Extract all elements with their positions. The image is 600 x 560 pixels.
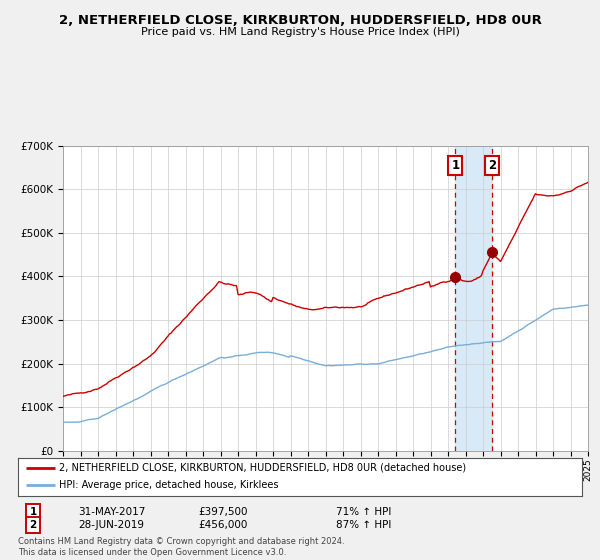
Text: Price paid vs. HM Land Registry's House Price Index (HPI): Price paid vs. HM Land Registry's House …: [140, 27, 460, 37]
Text: HPI: Average price, detached house, Kirklees: HPI: Average price, detached house, Kirk…: [59, 480, 278, 491]
Text: 2, NETHERFIELD CLOSE, KIRKBURTON, HUDDERSFIELD, HD8 0UR (detached house): 2, NETHERFIELD CLOSE, KIRKBURTON, HUDDER…: [59, 463, 466, 473]
Text: 1: 1: [29, 507, 37, 517]
Text: This data is licensed under the Open Government Licence v3.0.: This data is licensed under the Open Gov…: [18, 548, 286, 557]
Text: 1: 1: [451, 158, 460, 172]
Text: 2: 2: [29, 520, 37, 530]
Text: 2: 2: [488, 158, 496, 172]
Bar: [455, 146, 492, 451]
Text: 71% ↑ HPI: 71% ↑ HPI: [336, 507, 391, 517]
Text: 28-JUN-2019: 28-JUN-2019: [78, 520, 144, 530]
Text: 31-MAY-2017: 31-MAY-2017: [78, 507, 145, 517]
Text: 87% ↑ HPI: 87% ↑ HPI: [336, 520, 391, 530]
Text: Contains HM Land Registry data © Crown copyright and database right 2024.: Contains HM Land Registry data © Crown c…: [18, 537, 344, 546]
Text: 2, NETHERFIELD CLOSE, KIRKBURTON, HUDDERSFIELD, HD8 0UR: 2, NETHERFIELD CLOSE, KIRKBURTON, HUDDER…: [59, 14, 541, 27]
Text: £456,000: £456,000: [198, 520, 247, 530]
Text: £397,500: £397,500: [198, 507, 248, 517]
